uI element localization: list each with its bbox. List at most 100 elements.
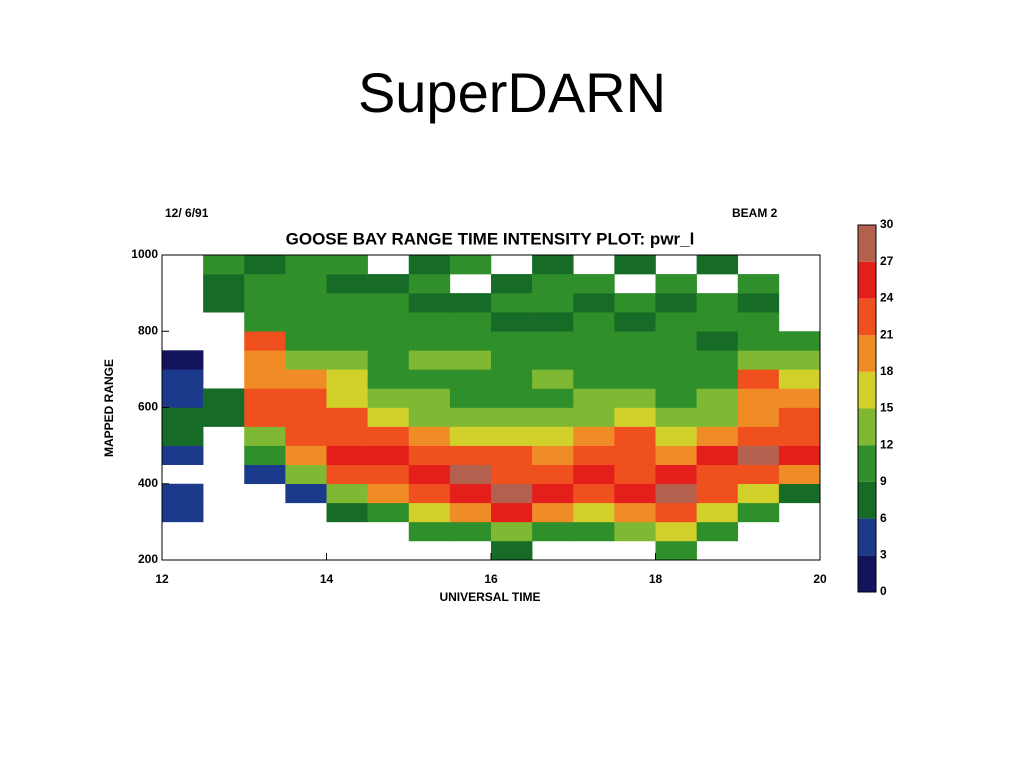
heat-cell [326, 350, 368, 370]
heat-cell [326, 312, 368, 332]
y-tick-label: 400 [138, 476, 158, 490]
heat-cell [573, 274, 615, 294]
colorbar-label: 18 [880, 364, 894, 378]
heat-cell [614, 426, 656, 446]
heat-cell [326, 255, 368, 275]
heat-cell [655, 350, 697, 370]
colorbar-swatch [858, 335, 876, 372]
heat-cell [778, 331, 821, 351]
y-tick-label: 200 [138, 552, 158, 566]
heat-cell [244, 331, 286, 351]
heat-cell [244, 293, 286, 313]
heat-cell [696, 331, 739, 351]
heat-cell [696, 483, 739, 504]
heat-cell [737, 274, 780, 294]
heat-cell [491, 483, 533, 504]
heat-cell [614, 407, 656, 427]
heat-cell [162, 369, 204, 389]
colorbar-label: 12 [880, 437, 894, 451]
heat-cell [655, 407, 697, 427]
heat-cell [696, 255, 739, 275]
heat-cell [408, 502, 451, 523]
heat-cell [244, 407, 286, 427]
heat-cell [162, 445, 204, 465]
heat-cell [491, 445, 533, 465]
heat-cell [326, 464, 368, 485]
heat-cell [203, 388, 245, 408]
beam-label: BEAM 2 [732, 206, 778, 220]
heat-cell [614, 255, 656, 275]
heat-cell [408, 483, 451, 504]
heat-cell [449, 331, 492, 351]
heat-cell [491, 350, 533, 370]
heat-cell [162, 502, 204, 523]
heat-cell [367, 445, 410, 465]
heat-cell [326, 293, 368, 313]
heat-cell [285, 426, 327, 446]
heat-cell [778, 445, 821, 465]
heat-cell [655, 388, 697, 408]
heat-cell [449, 255, 492, 275]
heat-cell [655, 369, 697, 389]
heat-cell [449, 445, 492, 465]
heat-cell [573, 521, 615, 542]
heat-cell [449, 521, 492, 542]
heat-cell [737, 445, 780, 465]
colorbar-label: 3 [880, 547, 887, 561]
heat-cell [655, 464, 697, 485]
heat-cell [408, 426, 451, 446]
heat-cell [614, 464, 656, 485]
heat-cell [491, 426, 533, 446]
heat-cell [614, 388, 656, 408]
heat-cell [285, 331, 327, 351]
heat-cell [614, 331, 656, 351]
heat-cell [737, 407, 780, 427]
heat-cell [162, 350, 204, 370]
heat-cell [655, 274, 697, 294]
heat-cell [778, 426, 821, 446]
heat-cell [285, 369, 327, 389]
x-tick-label: 18 [649, 572, 663, 586]
heat-cell [696, 293, 739, 313]
heat-cell [449, 350, 492, 370]
heat-cell [408, 464, 451, 485]
colorbar-swatch [858, 518, 876, 556]
date-label: 12/ 6/91 [165, 206, 209, 220]
heat-cell [696, 464, 739, 485]
heat-cell [655, 331, 697, 351]
heat-cell [532, 274, 574, 294]
heat-cell [285, 407, 327, 427]
heat-cell [449, 369, 492, 389]
heat-cell [408, 274, 451, 294]
heat-cell [737, 388, 780, 408]
chart-title: GOOSE BAY RANGE TIME INTENSITY PLOT: pwr… [286, 229, 695, 248]
heat-cell [532, 464, 574, 485]
heat-cell [696, 312, 739, 332]
heat-cell [573, 350, 615, 370]
heat-cell [162, 388, 204, 408]
heat-cell [778, 483, 821, 504]
heat-cell [614, 521, 656, 542]
heat-cell [532, 445, 574, 465]
heat-cell [737, 426, 780, 446]
heat-cell [614, 502, 656, 523]
heat-cell [285, 293, 327, 313]
heat-cell [696, 426, 739, 446]
heat-cell [203, 293, 245, 313]
heat-cell [326, 388, 368, 408]
heat-cell [532, 388, 574, 408]
heat-cell [532, 369, 574, 389]
heat-cell [449, 312, 492, 332]
heat-cell [491, 331, 533, 351]
heat-cell [778, 407, 821, 427]
heat-cell [244, 350, 286, 370]
colorbar-label: 27 [880, 254, 894, 268]
heat-cell [491, 369, 533, 389]
heat-cell [737, 502, 780, 523]
colorbar-swatch [858, 371, 876, 409]
heat-cell [244, 426, 286, 446]
heat-cell [491, 293, 533, 313]
heat-cell [449, 426, 492, 446]
heat-cell [573, 483, 615, 504]
heat-cell [408, 388, 451, 408]
